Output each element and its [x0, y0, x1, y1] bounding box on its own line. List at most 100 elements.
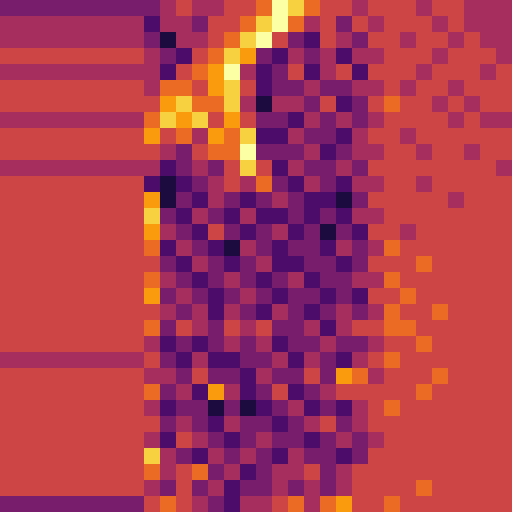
cell [400, 32, 417, 49]
cell [256, 208, 273, 225]
cell [272, 384, 289, 401]
cell [192, 208, 209, 225]
cell [16, 448, 33, 465]
cell [432, 320, 449, 337]
cell [144, 432, 161, 449]
cell [64, 240, 81, 257]
cell [192, 32, 209, 49]
cell [0, 480, 17, 497]
cell [464, 96, 481, 113]
cell [240, 80, 257, 97]
cell [288, 16, 305, 33]
cell [400, 400, 417, 417]
cell [224, 288, 241, 305]
cell [288, 304, 305, 321]
cell [400, 272, 417, 289]
cell [304, 176, 321, 193]
cell [384, 432, 401, 449]
cell [112, 144, 129, 161]
cell [400, 224, 417, 241]
cell [80, 48, 97, 65]
cell [288, 32, 305, 49]
cell [368, 496, 385, 512]
cell [384, 112, 401, 129]
cell [176, 208, 193, 225]
cell [96, 432, 113, 449]
cell [208, 304, 225, 321]
cell [16, 16, 33, 33]
cell [176, 16, 193, 33]
cell [128, 384, 145, 401]
cell [96, 64, 113, 81]
cell [352, 400, 369, 417]
cell [368, 16, 385, 33]
cell [0, 176, 17, 193]
cell [368, 288, 385, 305]
cell [400, 304, 417, 321]
cell [432, 48, 449, 65]
cell [96, 224, 113, 241]
cell [480, 192, 497, 209]
cell [0, 208, 17, 225]
cell [272, 272, 289, 289]
cell [240, 32, 257, 49]
cell [400, 416, 417, 433]
cell [160, 256, 177, 273]
cell [240, 192, 257, 209]
cell [64, 480, 81, 497]
cell [288, 352, 305, 369]
cell [144, 112, 161, 129]
cell [80, 416, 97, 433]
cell [400, 256, 417, 273]
cell [192, 176, 209, 193]
cell [256, 176, 273, 193]
cell [144, 80, 161, 97]
cell [224, 464, 241, 481]
cell [48, 128, 65, 145]
cell [64, 432, 81, 449]
cell [224, 160, 241, 177]
cell [352, 432, 369, 449]
cell [32, 432, 49, 449]
cell [48, 160, 65, 177]
cell [64, 400, 81, 417]
cell [272, 80, 289, 97]
cell [48, 448, 65, 465]
cell [336, 384, 353, 401]
cell [112, 480, 129, 497]
cell [448, 368, 465, 385]
cell [240, 288, 257, 305]
cell [80, 112, 97, 129]
cell [16, 48, 33, 65]
cell [496, 480, 512, 497]
cell [336, 336, 353, 353]
cell [96, 208, 113, 225]
cell [320, 288, 337, 305]
cell [160, 448, 177, 465]
cell [240, 384, 257, 401]
cell [464, 144, 481, 161]
cell [176, 240, 193, 257]
cell [368, 144, 385, 161]
cell [480, 32, 497, 49]
cell [16, 272, 33, 289]
cell [32, 224, 49, 241]
cell [128, 496, 145, 512]
cell [80, 240, 97, 257]
cell [96, 400, 113, 417]
cell [368, 160, 385, 177]
cell [32, 496, 49, 512]
cell [256, 0, 273, 17]
cell [256, 16, 273, 33]
cell [224, 336, 241, 353]
cell [336, 16, 353, 33]
cell [240, 464, 257, 481]
cell [128, 208, 145, 225]
cell [320, 96, 337, 113]
cell [192, 272, 209, 289]
cell [128, 128, 145, 145]
cell [304, 416, 321, 433]
cell [96, 176, 113, 193]
cell [64, 48, 81, 65]
cell [128, 64, 145, 81]
